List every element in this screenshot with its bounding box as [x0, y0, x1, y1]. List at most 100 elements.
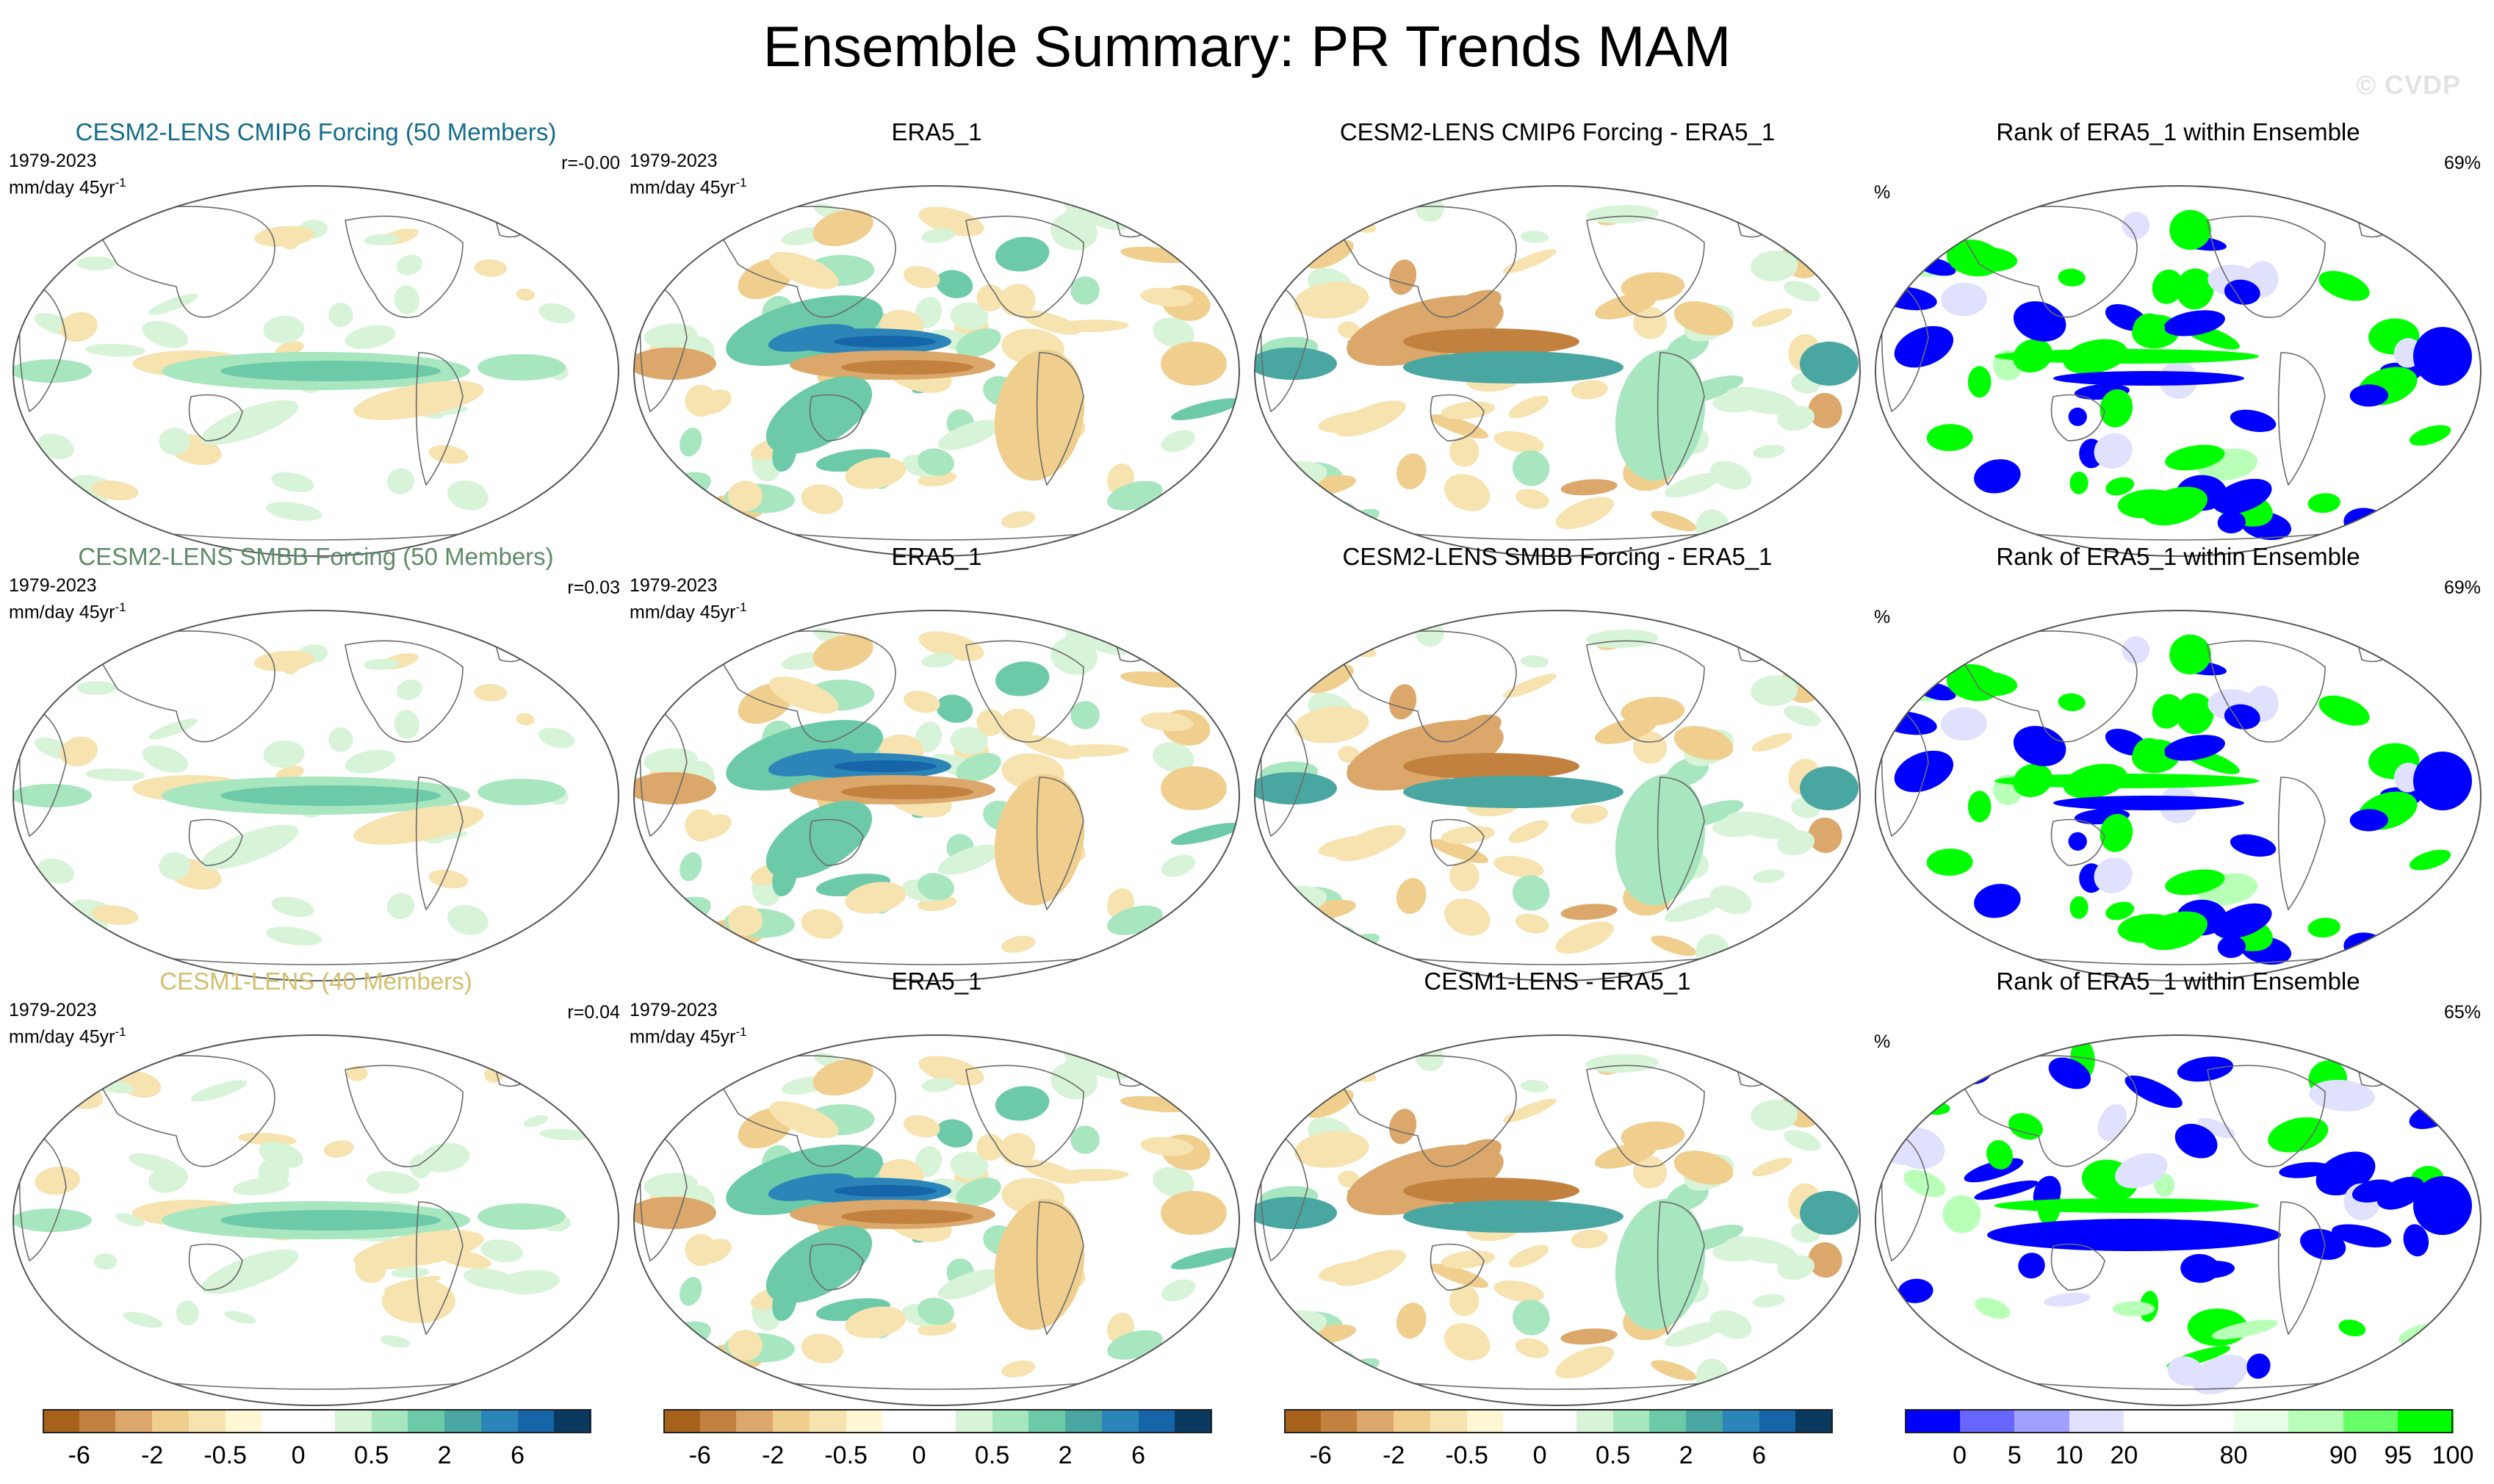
- equatorial-pacific-wet-core: [220, 1210, 441, 1231]
- colorbar-swatch: [298, 1409, 336, 1433]
- rank-blob: [2043, 1292, 2091, 1307]
- precip-blob-weak: [516, 288, 535, 301]
- colorbar-tick-label: 0: [1532, 1441, 1547, 1469]
- period-units-label: 1979-2023 mm/day 45yr-1: [630, 999, 747, 1048]
- rank-blob: [2349, 809, 2388, 832]
- map-field: [13, 1052, 603, 1390]
- panel-title: CESM2-LENS CMIP6 Forcing - ERA5_1: [1339, 118, 1776, 145]
- precip-blob: [950, 1151, 989, 1179]
- rank-percent-label: 69%: [2443, 577, 2481, 598]
- precip-blob: [937, 844, 1001, 875]
- colorbar-swatch: [1576, 1409, 1614, 1433]
- south-america-wet-diff: [1615, 774, 1706, 906]
- precip-diff-blob: [1338, 1170, 1360, 1188]
- rank-blob: [2376, 1176, 2425, 1210]
- coastline: [94, 1055, 275, 1167]
- precip-blob-weak: [271, 472, 314, 493]
- precip-blob: [812, 1059, 873, 1096]
- coastline: [1336, 630, 1517, 743]
- spcz-wet-region: [765, 376, 873, 454]
- precip-diff-blob: [1269, 203, 1346, 224]
- colorbar-tick-label: 0: [291, 1441, 306, 1469]
- rank-blob: [1894, 325, 1954, 368]
- precip-blob: [995, 237, 1050, 272]
- precip-diff-blob: [1651, 935, 1697, 957]
- rank-blob: [2224, 704, 2260, 730]
- indian-ocean-dry: [634, 772, 716, 804]
- precip-diff-blob: [1767, 1353, 1824, 1377]
- rank-blob: [1986, 1139, 2013, 1170]
- rank-blob: [2094, 433, 2133, 469]
- precip-diff-blob: [1808, 392, 1842, 429]
- precip-blob: [1153, 1167, 1194, 1197]
- rank-blob: [2048, 1057, 2091, 1089]
- map-border: [12, 610, 619, 981]
- precip-blob-weak: [394, 710, 419, 739]
- units-main: mm/day 45yr: [9, 1026, 115, 1048]
- pattern-correlation: r=-0.00: [561, 153, 620, 173]
- pattern-correlation: r=0.03: [567, 577, 620, 598]
- precip-diff-blob: [1594, 717, 1657, 744]
- rank-blob: [2008, 1113, 2043, 1140]
- precip-blob-weak: [263, 740, 305, 768]
- precip-blob-weak: [428, 869, 469, 889]
- colorbar-3: -6 -2 -0.5 0 0.5 2 6: [1284, 1409, 1833, 1475]
- colorbar-tick-label: 2: [437, 1441, 452, 1469]
- precip-blob-weak: [366, 1171, 419, 1194]
- coastline: [965, 640, 1084, 743]
- equatorial-dry-core: [841, 1209, 973, 1224]
- precip-diff-blob: [1712, 1242, 1761, 1262]
- panel-title: Rank of ERA5_1 within Ensemble: [1996, 543, 2360, 570]
- rank-blob: [2112, 1301, 2155, 1316]
- rank-blob: [2142, 911, 2208, 951]
- rank-blob: [2176, 268, 2214, 310]
- colorbar-swatch: [2233, 1409, 2290, 1433]
- precip-blob: [976, 709, 1004, 736]
- colorbar-tick-label: 80: [2219, 1441, 2248, 1469]
- precip-diff-blob: [1745, 615, 1779, 646]
- colorbar-swatch: [2014, 1409, 2070, 1433]
- units-exponent: -1: [115, 1025, 126, 1039]
- rank-percent-label: 69%: [2443, 153, 2481, 173]
- precip-blob: [1161, 430, 1196, 453]
- rank-blob: [1926, 424, 1973, 452]
- precip-diff-blob: [1585, 204, 1659, 224]
- rank-blob: [1926, 849, 1973, 876]
- itcz-dry-diff: [1403, 1178, 1579, 1204]
- units-label: mm/day 45yr-1: [630, 1021, 747, 1048]
- map-plot: [12, 1034, 619, 1406]
- precip-diff-blob: [1320, 1358, 1380, 1386]
- precip-blob: [976, 1134, 1004, 1161]
- precip-diff-blob: [1555, 1346, 1614, 1379]
- map-border: [1254, 610, 1861, 981]
- indian-ocean-wet-diff: [1255, 347, 1337, 380]
- itcz-wet-core: [834, 336, 937, 347]
- rank-blob: [2163, 735, 2225, 761]
- map-panel-r1-c4: Rank of ERA5_1 within Ensemble% 69%: [1870, 118, 2487, 557]
- colorbar-tick-label: -2: [762, 1441, 785, 1469]
- period-units-label: 1979-2023 mm/day 45yr-1: [630, 150, 747, 198]
- atlantic-dry: [1161, 766, 1227, 810]
- coastline: [1881, 703, 1929, 838]
- warm-pool-dry-diff: [1347, 720, 1504, 790]
- itcz-wet-core: [834, 760, 937, 772]
- indian-ocean-wet-band: [13, 784, 92, 807]
- rank-blob: [2176, 693, 2214, 735]
- indian-ocean-wet-band: [13, 1209, 92, 1232]
- coastline: [715, 630, 896, 743]
- precip-blob: [1070, 701, 1100, 730]
- precip-diff-blob: [1269, 628, 1346, 649]
- coastline: [415, 352, 464, 486]
- map-plot: [633, 1034, 1240, 1406]
- coastline: [415, 1201, 464, 1336]
- precip-blob: [727, 1330, 763, 1361]
- coastline: [1586, 1065, 1705, 1167]
- rank-blob: [2246, 1353, 2271, 1379]
- precip-blob-weak: [190, 1080, 248, 1102]
- precip-blob: [682, 1358, 731, 1391]
- precip-blob: [903, 691, 940, 713]
- rank-blob: [2132, 738, 2165, 772]
- map-border: [633, 185, 1240, 557]
- precip-blob: [921, 652, 956, 668]
- precip-blob-weak: [224, 1311, 256, 1324]
